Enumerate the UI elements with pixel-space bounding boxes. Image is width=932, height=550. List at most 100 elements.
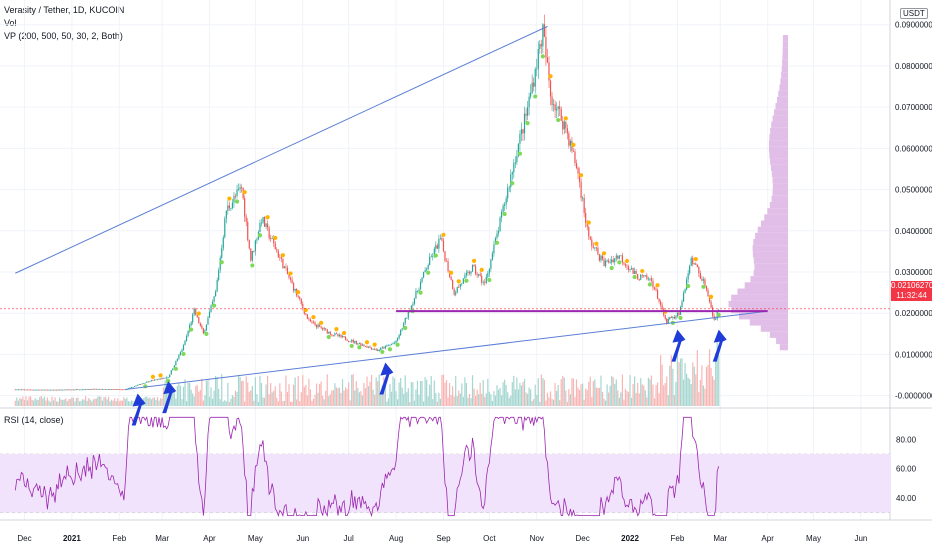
time-tick-label: Jul xyxy=(344,534,354,543)
candle-body xyxy=(500,211,503,218)
signal-dot-buy xyxy=(686,283,691,289)
candle-body xyxy=(46,389,49,391)
candle-body xyxy=(132,386,134,388)
signal-dot-buy xyxy=(143,384,148,389)
volume-bar xyxy=(445,380,448,406)
volume-bar xyxy=(438,392,440,406)
candle-body xyxy=(609,262,611,263)
candle-body xyxy=(624,263,627,266)
volume-bar xyxy=(511,382,513,406)
volume-bar xyxy=(196,384,198,406)
candle-body xyxy=(370,347,373,350)
volume-bar xyxy=(305,384,307,406)
candle-body xyxy=(614,258,616,263)
candle-body xyxy=(91,389,93,390)
volume-bar xyxy=(523,379,526,406)
signal-dot-sell xyxy=(242,190,247,195)
candle-body xyxy=(167,377,169,379)
candle-body xyxy=(346,339,348,341)
volume-bar xyxy=(43,396,45,406)
volume-bar xyxy=(661,364,663,406)
volume-bar xyxy=(185,401,188,406)
volume-bar xyxy=(658,393,660,406)
signal-dot-buy xyxy=(487,277,492,283)
volume-bar xyxy=(718,355,720,406)
candle-body xyxy=(661,304,663,310)
volume-bar xyxy=(543,380,545,406)
candle-body xyxy=(479,274,481,277)
volume-bar xyxy=(354,390,356,406)
volume-bar xyxy=(640,378,642,406)
candle-body xyxy=(533,82,535,87)
volume-profile-bar xyxy=(781,72,788,79)
volume-bar xyxy=(351,374,353,406)
volume-bar xyxy=(672,368,674,406)
candle-body xyxy=(267,223,269,228)
candle-body xyxy=(251,251,253,261)
candle-body xyxy=(484,282,486,284)
signal-dot-sell xyxy=(441,232,446,237)
signal-dot-sell xyxy=(265,215,270,220)
volume-profile-bar xyxy=(744,282,788,289)
candle-body xyxy=(557,106,559,110)
candle-body xyxy=(592,246,594,248)
arrow-marker xyxy=(131,393,146,426)
volume-profile-bar xyxy=(769,331,788,338)
candle-body xyxy=(511,172,513,175)
candle-body xyxy=(195,308,197,316)
candle-body xyxy=(254,240,256,252)
volume-bar xyxy=(448,383,451,406)
candle-body xyxy=(664,314,666,319)
volume-bar xyxy=(331,390,333,406)
volume-bar xyxy=(216,377,218,406)
signal-dot-sell xyxy=(594,241,599,246)
candle-body xyxy=(297,295,299,297)
rsi-legend[interactable]: RSI (14, close) xyxy=(4,415,64,425)
signal-dot-sell xyxy=(548,74,553,79)
volume-bar xyxy=(510,395,512,406)
volume-bar xyxy=(545,400,547,406)
signal-dot-buy xyxy=(716,312,721,317)
candle-body xyxy=(77,389,79,391)
candle-body xyxy=(263,217,266,227)
volume-bar xyxy=(507,392,509,406)
volume-bar xyxy=(357,388,359,406)
candle-body xyxy=(566,128,568,134)
candle-body xyxy=(172,368,174,371)
candle-body xyxy=(546,57,549,63)
candle-body xyxy=(383,347,385,349)
candle-body xyxy=(237,189,240,190)
volume-bar xyxy=(487,378,489,406)
volume-bar xyxy=(525,392,527,406)
volume-bar xyxy=(163,387,165,406)
volume-profile-bar xyxy=(770,158,788,165)
volume-profile-bar xyxy=(772,189,788,196)
signal-dot-buy xyxy=(211,303,217,308)
candle-body xyxy=(216,280,218,292)
volume-bar xyxy=(189,382,191,406)
candle-body xyxy=(699,273,701,279)
volume-bar xyxy=(716,340,718,406)
volume-bar xyxy=(178,382,180,406)
candle-body xyxy=(618,255,620,259)
candle-body xyxy=(647,278,649,280)
volume-bar xyxy=(698,392,700,406)
currency-badge[interactable]: USDT xyxy=(900,8,928,19)
candle-body xyxy=(377,349,379,351)
volume-bar xyxy=(100,396,102,406)
symbol-legend[interactable]: Verasity / Tether, 1D, KUCOIN xyxy=(4,5,125,15)
candle-body xyxy=(176,358,178,361)
time-tick-label: Mar xyxy=(155,534,169,543)
volume-bar xyxy=(588,381,590,406)
volume-legend[interactable]: Vol xyxy=(4,18,17,28)
volume-bar xyxy=(181,399,183,406)
volume-bar xyxy=(456,396,458,406)
volume-bar xyxy=(363,383,365,406)
volume-profile-legend[interactable]: VP (200, 500, 50, 30, 2, Both) xyxy=(4,31,123,41)
candle-body xyxy=(143,382,145,384)
volume-profile-bar xyxy=(779,344,788,351)
candle-body xyxy=(710,301,712,308)
rsi-line xyxy=(14,415,720,518)
volume-bar xyxy=(311,400,313,406)
